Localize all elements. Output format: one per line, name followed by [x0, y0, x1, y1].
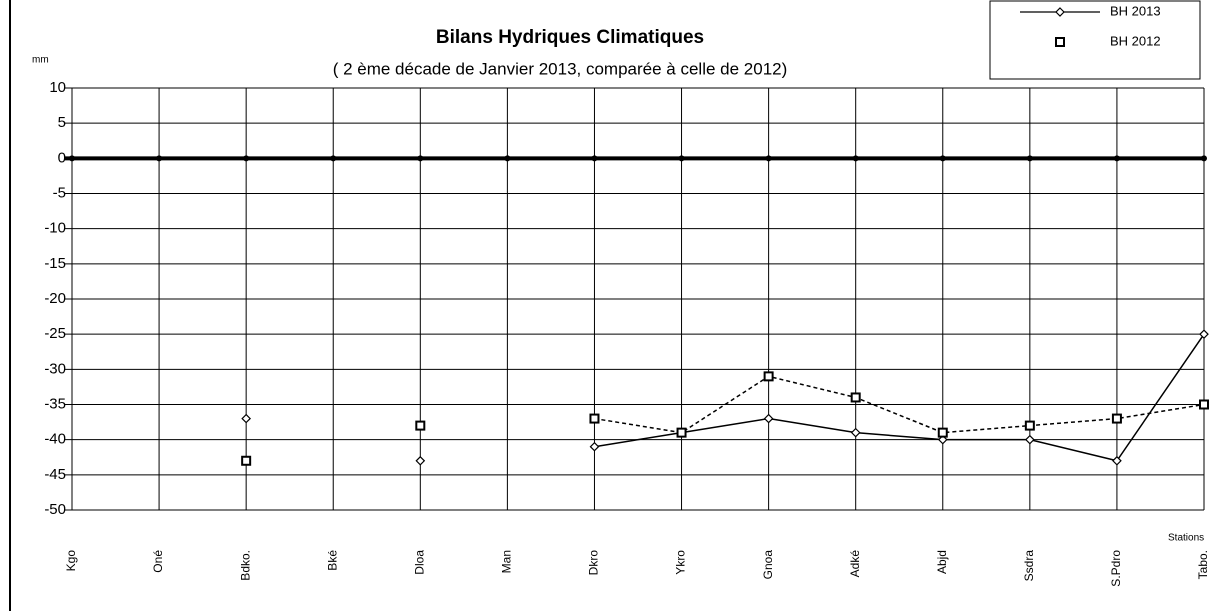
zero-dot	[504, 155, 511, 162]
chart-title: Bilans Hydriques Climatiques	[436, 27, 704, 48]
y-tick-label: -45	[44, 466, 66, 483]
y-tick-label: -25	[44, 325, 66, 342]
x-tick-label: Kgo	[64, 550, 78, 572]
marker	[589, 413, 600, 424]
zero-dot	[765, 155, 772, 162]
series-line	[594, 375, 1205, 434]
x-axis-label: Stations	[1168, 533, 1204, 544]
y-tick-label: -30	[44, 360, 66, 377]
x-tick-label: Ykro	[674, 550, 688, 575]
y-tick-label: 10	[49, 79, 66, 96]
marker	[937, 434, 948, 445]
zero-dot	[69, 155, 75, 162]
x-tick-label: Tabo.	[1196, 550, 1210, 579]
marker	[241, 413, 252, 424]
marker	[937, 427, 948, 438]
marker	[676, 427, 687, 438]
y-tick-label: -20	[44, 290, 66, 307]
zero-dot	[852, 155, 859, 162]
y-tick-label: -40	[44, 431, 66, 448]
x-tick-label: Adké	[848, 550, 862, 578]
marker	[1112, 455, 1122, 466]
marker	[763, 371, 774, 382]
legend-box	[989, 0, 1201, 80]
zero-dot	[678, 155, 685, 162]
x-tick-label: S.Pdro	[1109, 550, 1123, 587]
zero-dot	[1113, 155, 1120, 162]
series-line	[594, 333, 1205, 462]
zero-dot	[330, 155, 337, 162]
marker	[1199, 329, 1209, 340]
legend-label: BH 2013	[1110, 3, 1161, 18]
y-axis-label: mm	[32, 55, 49, 66]
y-tick-label: -15	[44, 255, 66, 272]
y-tick-label: -10	[44, 220, 66, 237]
zero-dot	[156, 155, 163, 162]
x-tick-label: Oné	[151, 550, 165, 573]
marker	[1024, 420, 1035, 431]
zero-dot	[243, 155, 250, 162]
x-tick-label: Bdko.	[238, 550, 252, 581]
x-tick-label: Dkro	[587, 550, 601, 576]
x-tick-label: Gnoa	[761, 550, 775, 580]
y-tick-label: -5	[53, 184, 66, 201]
marker	[763, 413, 774, 424]
y-tick-label: -35	[44, 395, 66, 412]
y-tick-label: 0	[58, 149, 66, 166]
marker	[1055, 7, 1065, 17]
y-tick-label: 5	[58, 114, 66, 131]
marker	[1111, 413, 1122, 424]
marker	[850, 427, 861, 438]
chart-subtitle: ( 2 ème décade de Janvier 2013, comparée…	[333, 59, 788, 78]
x-tick-label: Man	[500, 550, 514, 573]
marker	[1025, 434, 1035, 445]
zero-dot	[939, 155, 946, 162]
legend-label: BH 2012	[1110, 33, 1161, 48]
marker	[589, 441, 600, 452]
zero-dot	[1201, 155, 1207, 162]
x-tick-label: Abjd	[935, 550, 949, 574]
marker	[1199, 399, 1209, 410]
marker	[241, 455, 252, 466]
zero-dot	[1026, 155, 1033, 162]
x-tick-label: Bké	[325, 550, 339, 571]
x-tick-label: Ssdra	[1022, 550, 1036, 582]
x-tick-label: Dloa	[412, 550, 426, 575]
marker	[850, 392, 861, 403]
marker	[1055, 37, 1065, 47]
zero-dot	[417, 155, 424, 162]
marker	[415, 420, 426, 431]
y-tick-label: -50	[44, 501, 66, 518]
zero-dot	[591, 155, 598, 162]
marker	[415, 455, 426, 466]
